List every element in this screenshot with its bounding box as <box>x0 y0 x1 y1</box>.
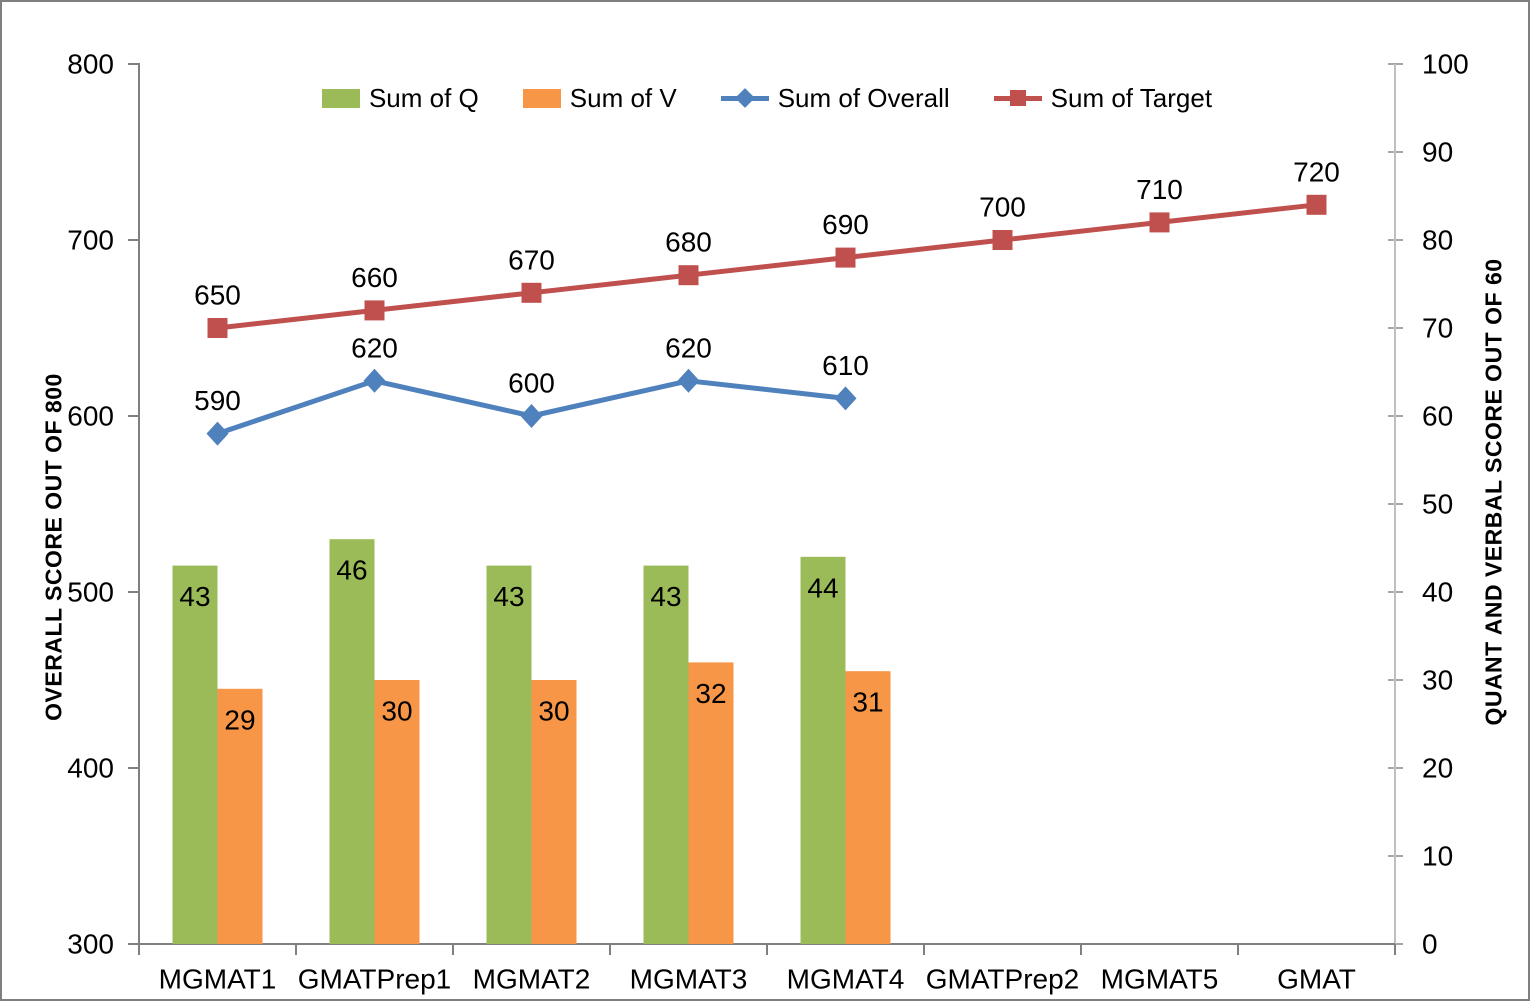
right-axis-tick-label: 80 <box>1422 225 1453 256</box>
bar-label-sum-of-v: 30 <box>538 696 569 727</box>
legend-label: Sum of V <box>569 82 677 113</box>
x-axis-label-gmat: GMAT <box>1277 964 1356 995</box>
point-label-sum-of-target: 680 <box>665 227 712 258</box>
point-label-sum-of-target: 690 <box>822 209 869 240</box>
legend-item-sum-of-v: Sum of V <box>522 82 677 114</box>
right-axis-title: QUANT AND VERBAL SCORE OUT OF 60 <box>1480 258 1507 726</box>
legend-swatch-line-square-icon <box>993 86 1042 110</box>
right-axis-tick-label: 70 <box>1422 313 1453 344</box>
point-label-sum-of-target: 660 <box>351 262 398 293</box>
legend-swatch-line-diamond-icon <box>720 86 769 110</box>
bar-label-sum-of-q: 44 <box>807 572 838 603</box>
x-axis-label-gmatprep2: GMATPrep2 <box>926 964 1080 995</box>
bar-label-sum-of-q: 43 <box>179 581 210 612</box>
marker-diamond-sum-of-overall <box>520 404 543 428</box>
x-axis-label-mgmat3: MGMAT3 <box>630 964 748 995</box>
right-axis-tick-label: 40 <box>1422 577 1453 608</box>
legend-swatch-bar-orange-icon <box>522 88 561 108</box>
right-axis-tick-label: 60 <box>1422 401 1453 432</box>
marker-square-sum-of-target <box>992 230 1013 250</box>
right-axis-tick-label: 10 <box>1422 841 1453 872</box>
right-axis-tick-label: 50 <box>1422 489 1453 520</box>
right-axis-tick-label: 30 <box>1422 665 1453 696</box>
bar-label-sum-of-v: 31 <box>852 687 883 718</box>
point-label-sum-of-overall: 590 <box>194 385 241 416</box>
bar-label-sum-of-v: 29 <box>224 704 255 735</box>
bar-sum-of-v <box>217 688 263 944</box>
bar-sum-of-v <box>845 671 891 944</box>
right-axis-tick-label: 100 <box>1422 49 1469 80</box>
bar-sum-of-q <box>172 565 218 944</box>
point-label-sum-of-target: 720 <box>1293 156 1340 187</box>
bar-label-sum-of-q: 43 <box>650 581 681 612</box>
left-axis-tick-label: 400 <box>67 753 114 784</box>
marker-square-sum-of-target <box>207 318 228 338</box>
bar-label-sum-of-q: 43 <box>493 581 524 612</box>
line-sum-of-target <box>217 202 1317 331</box>
left-axis-title: OVERALL SCORE OUT OF 800 <box>40 373 67 721</box>
point-label-sum-of-target: 700 <box>979 192 1026 223</box>
bar-sum-of-q <box>329 539 375 944</box>
marker-square-sum-of-target <box>364 300 385 321</box>
bar-sum-of-v <box>531 680 577 944</box>
bar-label-sum-of-v: 30 <box>381 696 412 727</box>
legend-item-sum-of-overall: Sum of Overall <box>720 82 950 114</box>
marker-square-sum-of-target <box>678 265 699 286</box>
point-label-sum-of-target: 710 <box>1136 174 1183 205</box>
point-label-sum-of-target: 670 <box>508 244 555 275</box>
legend-label: Sum of Target <box>1050 82 1213 113</box>
legend-swatch-bar-green-icon <box>321 88 360 108</box>
legend-item-sum-of-target: Sum of Target <box>993 82 1213 114</box>
x-axis-label-mgmat4: MGMAT4 <box>787 964 905 995</box>
x-axis-label-gmatprep1: GMATPrep1 <box>298 964 452 995</box>
right-axis-tick-label: 0 <box>1422 929 1438 960</box>
bar-label-sum-of-v: 32 <box>695 678 726 709</box>
left-axis-tick-label: 500 <box>67 577 114 608</box>
x-axis-label-mgmat5: MGMAT5 <box>1101 964 1219 995</box>
x-axis-label-mgmat1: MGMAT1 <box>159 964 277 995</box>
point-label-sum-of-overall: 620 <box>351 332 398 363</box>
marker-diamond-sum-of-overall <box>206 421 229 446</box>
marker-diamond-sum-of-overall <box>834 386 857 411</box>
bar-sum-of-v <box>374 680 420 944</box>
marker-square-sum-of-target <box>521 282 542 303</box>
marker-square-sum-of-target <box>835 247 856 268</box>
bar-label-sum-of-q: 46 <box>336 555 367 586</box>
bar-sum-of-q <box>486 565 532 944</box>
left-axis-tick-label: 300 <box>67 929 114 960</box>
left-axis-tick-label: 600 <box>67 401 114 432</box>
legend-label: Sum of Q <box>368 82 479 113</box>
right-axis-tick-label: 20 <box>1422 753 1453 784</box>
left-axis-tick-label: 800 <box>67 49 114 80</box>
point-label-sum-of-overall: 600 <box>508 368 555 399</box>
marker-diamond-sum-of-overall <box>677 368 700 393</box>
legend-item-sum-of-q: Sum of Q <box>321 82 479 114</box>
marker-square-sum-of-target <box>1149 212 1170 233</box>
marker-diamond-sum-of-overall <box>363 368 386 393</box>
bar-sum-of-v <box>688 662 734 944</box>
chart-legend: Sum of Q Sum of V Sum of Overall Sum of … <box>139 82 1395 114</box>
marker-square-sum-of-target <box>1306 194 1327 215</box>
bar-sum-of-q <box>643 565 689 944</box>
legend-label: Sum of Overall <box>777 82 950 113</box>
point-label-sum-of-overall: 610 <box>822 350 869 381</box>
point-label-sum-of-overall: 620 <box>665 332 712 363</box>
x-axis-label-mgmat2: MGMAT2 <box>473 964 591 995</box>
point-label-sum-of-target: 650 <box>194 280 241 311</box>
bar-sum-of-q <box>800 556 846 944</box>
right-axis-tick-label: 90 <box>1422 137 1453 168</box>
left-axis-tick-label: 700 <box>67 225 114 256</box>
